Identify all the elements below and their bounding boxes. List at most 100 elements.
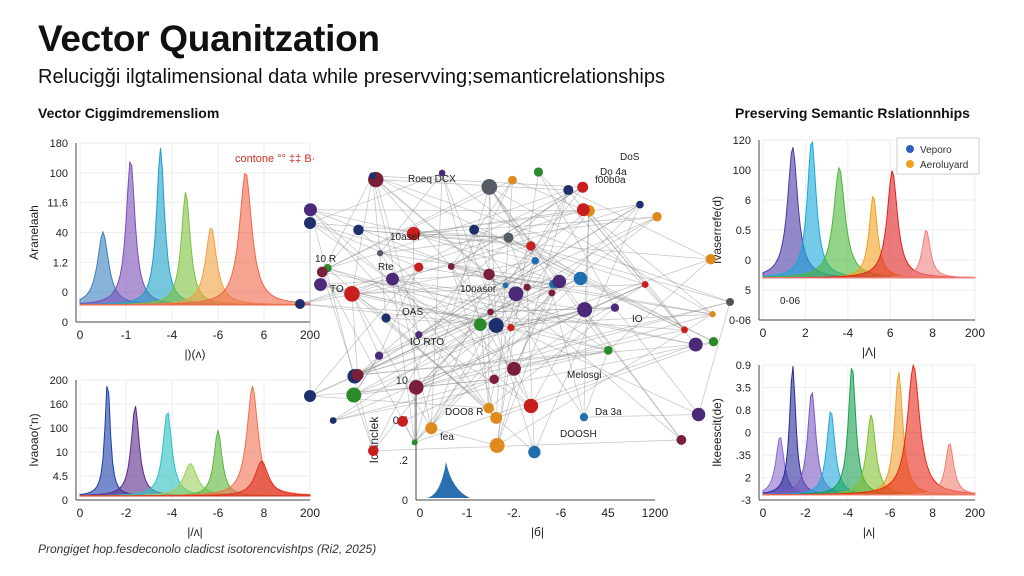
network-node-label: Do 4a	[600, 167, 627, 178]
network-edge	[375, 179, 569, 191]
network-edge	[309, 222, 515, 370]
network-edge	[321, 271, 416, 443]
network-edge	[299, 260, 536, 305]
network-edge	[299, 303, 497, 326]
network-node-label: f00b0a	[595, 175, 626, 186]
network-node-label: 10oasor	[460, 284, 497, 295]
network-node	[526, 241, 536, 251]
network-edge	[372, 175, 490, 275]
x-tick-label: 0	[760, 506, 767, 520]
network-edge	[513, 283, 554, 369]
x-axis-label: |ʌ|	[863, 525, 875, 539]
network-node-label: DOOSH	[560, 429, 597, 440]
network-edge	[584, 309, 682, 441]
network-edge	[357, 189, 569, 376]
network-edge	[333, 349, 609, 421]
network-node	[406, 226, 421, 241]
network-edge	[353, 394, 374, 451]
x-tick-label: 200	[965, 326, 985, 340]
network-node-label: DOO8 R	[445, 407, 483, 418]
network-edge	[451, 266, 490, 275]
y-tick-label: 120	[733, 135, 751, 147]
network-edge	[496, 307, 616, 326]
network-node	[483, 268, 495, 281]
network-edge	[310, 209, 506, 286]
network-edge	[534, 204, 641, 453]
x-tick-label: -2	[121, 506, 132, 520]
x-tick-label: -2.	[507, 506, 521, 520]
network-edge	[513, 313, 713, 370]
network-edge	[416, 281, 560, 388]
network-edge	[488, 186, 554, 285]
network-edge	[413, 233, 509, 239]
y-tick-label: 180	[50, 138, 68, 150]
network-node	[381, 313, 391, 323]
network-edge	[353, 301, 731, 396]
x-tick-label: 200	[300, 328, 320, 342]
chart-annotation: contone °° ‡‡ B·	[235, 153, 315, 165]
network-node	[726, 298, 734, 306]
network-edge	[505, 204, 641, 286]
network-edge	[309, 267, 420, 397]
network-edge	[488, 186, 497, 326]
network-node	[503, 232, 514, 243]
network-edge	[351, 175, 373, 294]
network-edge	[489, 186, 713, 315]
network-node	[579, 413, 589, 422]
network-node	[376, 250, 384, 257]
figure-caption: Prongiget hop.fesdeconolo cladicst isoto…	[38, 542, 377, 556]
network-edge	[488, 273, 713, 315]
network-edge	[551, 204, 641, 294]
network-node	[552, 274, 567, 289]
network-node-label: OAS	[402, 307, 423, 318]
network-edge	[379, 172, 443, 254]
chart-bottom-right: 0.9 3.5 0.8 0 .35 2 -3 0 -2 -4 -6 8 200 |ʌ| Ikeeescit(…	[710, 360, 985, 539]
network-node-label: DoS	[620, 152, 640, 163]
network-edge	[333, 284, 646, 421]
network-edge	[510, 327, 699, 415]
x-tick-label: 200	[965, 506, 985, 520]
chart-top-right: 120 100 6 0.5 0 5 0-06 0 2 -4 6 8 200 |Ʌ| Ivaserrefe(d…	[710, 135, 985, 359]
network-edge	[488, 307, 616, 409]
network-node-label: Melosgi	[567, 370, 601, 381]
y-tick-label: 4.5	[53, 471, 68, 483]
network-edge	[309, 222, 419, 268]
network-node	[369, 172, 376, 180]
network-edge	[320, 273, 490, 285]
y-tick-label: 2	[745, 473, 751, 485]
network-edge	[327, 252, 381, 269]
network-edge	[451, 186, 583, 267]
y-axis-label: Ivaoao(ʻn)	[27, 413, 41, 466]
network-edge	[321, 271, 356, 377]
network-edge	[353, 355, 380, 396]
network-edge	[416, 284, 646, 388]
network-edge	[378, 278, 581, 357]
network-node-label: Da 3a	[595, 407, 622, 418]
network-edge	[496, 171, 539, 446]
x-tick-label: 8	[929, 506, 936, 520]
network-node	[681, 326, 688, 334]
network-edge	[530, 309, 586, 407]
network-node	[502, 282, 509, 289]
network-edge	[416, 301, 731, 388]
network-node	[507, 324, 515, 332]
network-edge	[309, 222, 552, 294]
network-edge	[495, 180, 513, 418]
network-node	[411, 439, 418, 446]
network-edge	[488, 293, 517, 409]
network-node-label: Roeq DCX	[408, 174, 456, 185]
network-edge	[333, 341, 714, 421]
network-edge	[508, 237, 528, 288]
network-node	[652, 212, 662, 222]
network-edge	[490, 307, 615, 313]
network-edge	[375, 179, 420, 335]
network-edge	[353, 386, 417, 396]
x-tick-label: -6	[213, 506, 224, 520]
network-edge	[413, 209, 584, 235]
legend-box	[896, 137, 980, 175]
network-node	[481, 179, 498, 195]
x-tick-label: 8	[929, 326, 936, 340]
x-tick-label: -6	[213, 328, 224, 342]
network-edge	[372, 175, 387, 319]
